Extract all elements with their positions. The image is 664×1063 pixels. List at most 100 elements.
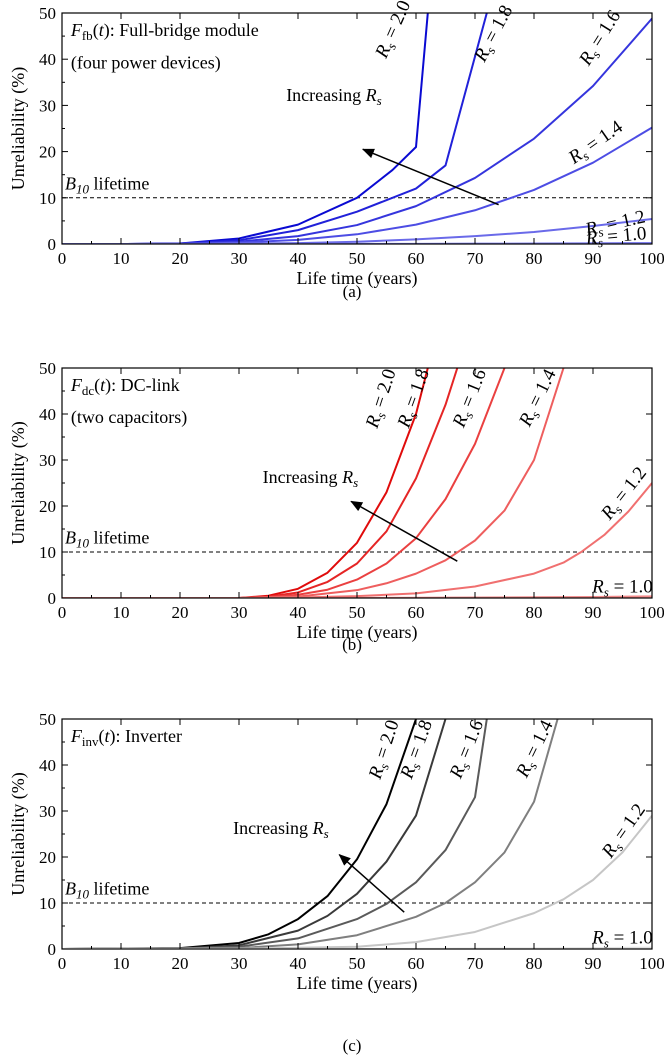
plot-frame xyxy=(61,718,653,950)
y-tick-label: 50 xyxy=(39,710,56,729)
increasing-arrow xyxy=(338,854,405,913)
increasing-text: Increasing xyxy=(286,85,365,105)
curve-label-2: Rs = 1.6 xyxy=(575,7,627,71)
curve-label-value: = 1.8 xyxy=(399,366,434,414)
b10-subscript: 10 xyxy=(76,536,90,551)
curve-label-sub: s xyxy=(597,235,603,250)
b10-symbol: B xyxy=(65,173,76,193)
curve-label-sub: s xyxy=(383,41,399,52)
y-tick-label: 20 xyxy=(39,848,56,867)
function-subscript: inv xyxy=(82,734,99,749)
curve-label-value: = 1.2 xyxy=(607,463,651,511)
series-line-0 xyxy=(62,719,417,949)
curve-label-value: = 1.4 xyxy=(579,116,627,159)
x-tick-label: 80 xyxy=(526,954,543,973)
b10-text: lifetime xyxy=(89,173,149,193)
series-line-4 xyxy=(62,814,652,949)
curve-label-sub: s xyxy=(376,762,392,771)
b10-subscript: 10 xyxy=(76,181,90,196)
curve-label-r: R xyxy=(582,217,599,240)
b10-text: lifetime xyxy=(89,879,149,899)
function-symbol: F xyxy=(70,375,83,395)
x-tick-label: 90 xyxy=(585,954,602,973)
y-tick-label: 30 xyxy=(39,96,56,115)
x-tick-label: 20 xyxy=(172,603,189,622)
increasing-rs-label: Increasing Rs xyxy=(263,467,359,490)
x-tick-label: 30 xyxy=(231,954,248,973)
y-tick-label: 20 xyxy=(39,143,56,162)
y-tick-label: 0 xyxy=(48,589,57,608)
curve-label-sub: s xyxy=(458,761,474,771)
curve-label-sub: s xyxy=(405,410,421,420)
curve-label-value: = 1.0 xyxy=(609,927,653,948)
increasing-text: Increasing xyxy=(263,467,342,487)
x-tick-label: 0 xyxy=(58,603,67,622)
x-tick-label: 20 xyxy=(172,954,189,973)
y-tick-label: 50 xyxy=(39,4,56,23)
function-symbol: F xyxy=(70,726,83,746)
function-subscript: fb xyxy=(82,28,93,43)
annotation-line2: (four power devices) xyxy=(71,52,221,73)
curve-label-sub: s xyxy=(408,761,424,771)
x-tick-label: 40 xyxy=(290,249,307,268)
b10-text: lifetime xyxy=(89,528,149,548)
x-axis-title: Life time (years) xyxy=(297,622,418,643)
b10-symbol: B xyxy=(65,879,76,899)
curve-label-sub: s xyxy=(525,760,541,771)
x-tick-label: 80 xyxy=(526,603,543,622)
rs-subscript: s xyxy=(377,93,382,108)
y-tick-label: 50 xyxy=(39,359,56,378)
increasing-text: Increasing xyxy=(233,818,312,838)
x-tick-label: 100 xyxy=(639,954,664,973)
curve-label-1: Rs = 1.8 xyxy=(470,2,519,67)
annotation-line2: (two capacitors) xyxy=(71,407,187,428)
y-tick-label: 40 xyxy=(39,405,56,424)
increasing-arrow xyxy=(361,148,499,206)
curves-group xyxy=(62,719,652,949)
y-tick-label: 20 xyxy=(39,497,56,516)
curve-label-value: = 1.6 xyxy=(584,7,625,55)
increasing-rs-label: Increasing Rs xyxy=(286,85,382,108)
curve-label-5: Rs = 1.0 xyxy=(591,927,653,950)
y-tick-label: 0 xyxy=(48,940,57,959)
y-tick-label: 30 xyxy=(39,802,56,821)
curve-label-value: = 1.0 xyxy=(602,223,648,248)
curve-label-sub: s xyxy=(597,224,605,240)
paren-open: ( xyxy=(93,20,99,41)
x-tick-label: 30 xyxy=(231,603,248,622)
curve-label-1: Rs = 1.8 xyxy=(393,366,436,432)
curve-label-sub: s xyxy=(373,411,389,420)
y-tick-label: 0 xyxy=(48,235,57,254)
curve-label-value: = 1.8 xyxy=(402,717,437,765)
x-tick-label: 20 xyxy=(172,249,189,268)
x-tick-label: 50 xyxy=(349,249,366,268)
curve-label-0: Rs = 2.0 xyxy=(371,0,417,63)
function-symbol: F xyxy=(70,20,83,40)
x-tick-label: 0 xyxy=(58,954,67,973)
function-description: ): Inverter xyxy=(109,726,181,747)
x-tick-label: 70 xyxy=(467,954,484,973)
x-tick-label: 80 xyxy=(526,249,543,268)
x-tick-label: 10 xyxy=(113,603,130,622)
series-line-1 xyxy=(62,13,488,244)
b10-symbol: B xyxy=(65,528,76,548)
curve-label-r: R xyxy=(584,227,599,249)
function-annotation: Ffb(t): Full-bridge module xyxy=(70,20,259,43)
x-tick-label: 30 xyxy=(231,249,248,268)
curve-label-sub: s xyxy=(461,410,477,420)
curve-label-sub: s xyxy=(604,935,609,950)
x-axis-title: Life time (years) xyxy=(297,268,418,289)
curve-label-5: Rs = 1.0 xyxy=(591,576,653,599)
b10-lifetime-label: B10 lifetime xyxy=(65,528,149,551)
x-tick-label: 40 xyxy=(290,603,307,622)
x-tick-label: 60 xyxy=(408,954,425,973)
x-tick-label: 90 xyxy=(585,603,602,622)
function-description: ): Full-bridge module xyxy=(104,20,259,41)
y-axis-title: Unreliability (%) xyxy=(8,421,29,544)
b10-lifetime-label: B10 lifetime xyxy=(65,879,149,902)
increasing-rs-label: Increasing Rs xyxy=(233,818,329,841)
curve-label-2: Rs = 1.6 xyxy=(445,717,489,783)
